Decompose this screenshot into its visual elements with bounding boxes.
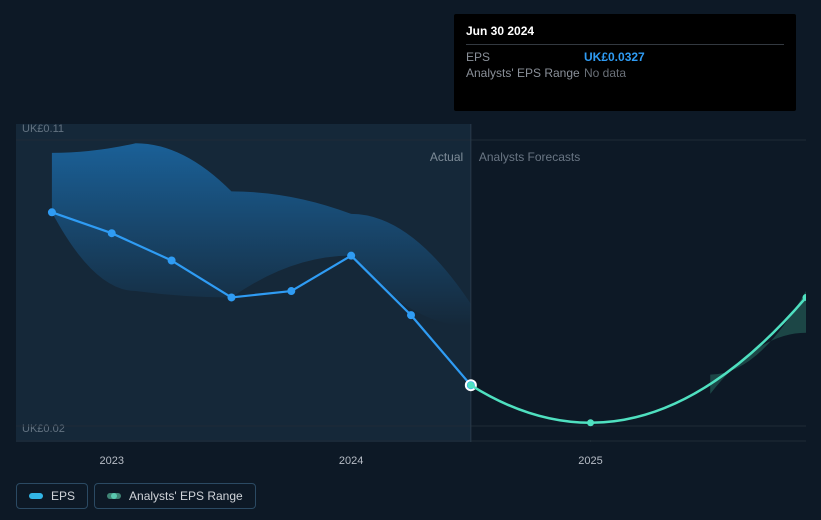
tooltip-key: Analysts' EPS Range	[466, 66, 584, 80]
tooltip-key: EPS	[466, 50, 584, 64]
x-axis-tick-1: 2024	[339, 455, 363, 467]
chart-tooltip: Jun 30 2024 EPS UK£0.0327 Analysts' EPS …	[454, 14, 796, 111]
chart-plot-area[interactable]	[16, 124, 806, 442]
tooltip-value: UK£0.0327	[584, 50, 645, 64]
tooltip-date: Jun 30 2024	[466, 24, 784, 45]
legend-label: Analysts' EPS Range	[129, 489, 243, 503]
tooltip-row-eps: EPS UK£0.0327	[466, 49, 784, 65]
legend-label: EPS	[51, 489, 75, 503]
tooltip-row-range: Analysts' EPS Range No data	[466, 65, 784, 81]
chart-legend: EPS Analysts' EPS Range	[16, 483, 256, 509]
chart-svg	[16, 124, 806, 442]
legend-item-analysts-range[interactable]: Analysts' EPS Range	[94, 483, 256, 509]
legend-swatch-icon	[29, 493, 43, 499]
x-axis-tick-2: 2025	[578, 455, 602, 467]
x-axis-tick-0: 2023	[100, 455, 124, 467]
legend-swatch-icon	[107, 493, 121, 499]
tooltip-value: No data	[584, 66, 626, 80]
legend-item-eps[interactable]: EPS	[16, 483, 88, 509]
